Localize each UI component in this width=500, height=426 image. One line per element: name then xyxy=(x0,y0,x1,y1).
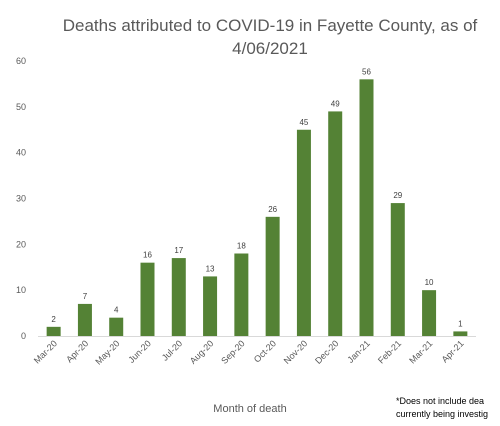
data-label: 56 xyxy=(362,67,371,76)
x-tick-label: Jan-21 xyxy=(345,338,372,365)
bar xyxy=(46,326,61,336)
bar xyxy=(109,317,124,336)
bar xyxy=(265,216,280,336)
footnote: *Does not include dea currently being in… xyxy=(396,395,500,421)
x-tick-label: Apr-21 xyxy=(440,338,466,364)
y-tick-label: 20 xyxy=(16,239,26,249)
x-tick-label: May-20 xyxy=(93,338,121,366)
data-label: 4 xyxy=(114,306,119,315)
x-tick-label: Aug-20 xyxy=(188,338,216,366)
x-tick-label: Oct-20 xyxy=(252,338,278,364)
data-label: 17 xyxy=(174,246,183,255)
y-tick-label: 0 xyxy=(21,331,26,341)
data-label: 13 xyxy=(206,264,215,273)
bar xyxy=(171,258,186,336)
y-axis: 0 10 20 30 40 50 60 xyxy=(16,56,26,341)
bars: 2 7 4 16 17 13 18 26 45 49 56 29 10 1 xyxy=(46,67,468,337)
bar xyxy=(203,276,218,336)
chart-title: Deaths attributed to COVID-19 in Fayette… xyxy=(62,16,478,58)
data-label: 10 xyxy=(425,278,434,287)
data-label: 45 xyxy=(299,118,308,127)
data-label: 7 xyxy=(83,292,88,301)
bar xyxy=(453,331,468,336)
data-label: 2 xyxy=(51,315,56,324)
bar xyxy=(234,253,249,336)
x-tick-label: Dec-20 xyxy=(313,338,341,366)
footnote-line-1: *Does not include dea xyxy=(396,396,485,406)
x-tick-label: Nov-20 xyxy=(282,338,310,366)
x-tick-label: Jun-20 xyxy=(126,338,153,365)
y-tick-label: 40 xyxy=(16,148,26,158)
x-tick-label: Sep-20 xyxy=(219,338,247,366)
bar xyxy=(296,129,311,336)
x-tick-label: Jul-20 xyxy=(160,338,184,362)
bar xyxy=(390,203,405,336)
bar xyxy=(77,303,92,336)
x-tick-label: Mar-20 xyxy=(32,338,59,365)
bar xyxy=(422,290,437,336)
bar xyxy=(140,262,155,336)
x-axis-title: Month of death xyxy=(213,403,287,415)
x-tick-label: Feb-21 xyxy=(376,338,403,365)
y-tick-label: 30 xyxy=(16,194,26,204)
data-label: 1 xyxy=(458,319,463,328)
y-tick-label: 50 xyxy=(16,102,26,112)
data-label: 16 xyxy=(143,251,152,260)
data-label: 18 xyxy=(237,242,246,251)
x-axis: Mar-20 Apr-20 May-20 Jun-20 Jul-20 Aug-20 Sep-… xyxy=(32,336,476,367)
data-label: 26 xyxy=(268,205,277,214)
data-label: 49 xyxy=(331,99,340,108)
y-tick-label: 60 xyxy=(16,56,26,66)
x-tick-label: Mar-21 xyxy=(407,338,434,365)
bar xyxy=(328,111,343,337)
data-label: 29 xyxy=(393,191,402,200)
y-tick-label: 10 xyxy=(16,285,26,295)
x-tick-label: Apr-20 xyxy=(64,338,90,364)
footnote-line-2: currently being investig xyxy=(396,409,489,419)
bar xyxy=(359,79,374,336)
